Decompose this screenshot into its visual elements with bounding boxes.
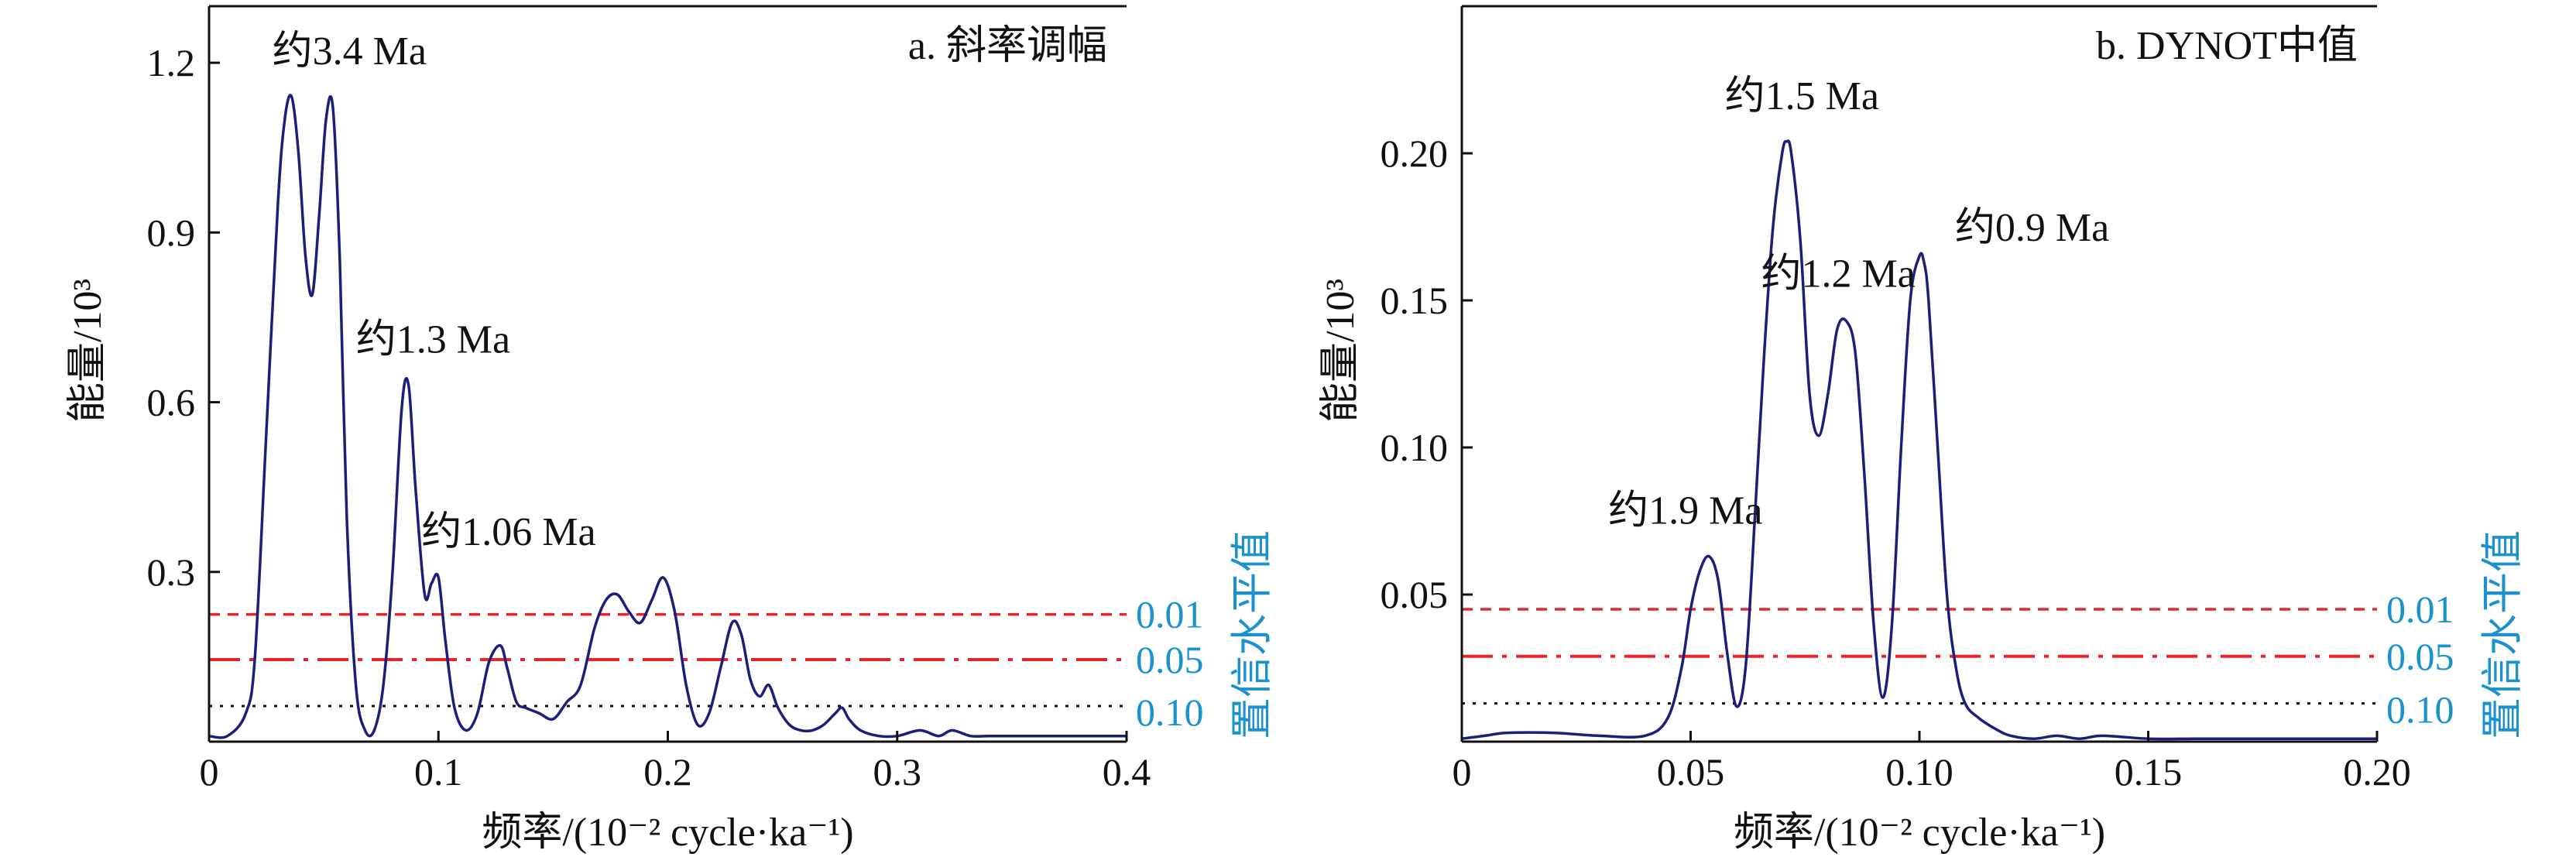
- peak-annotation: 约1.3 Ma: [356, 318, 510, 362]
- x-tick-label: 0.1: [414, 750, 463, 794]
- y-tick-label: 0.20: [1381, 132, 1449, 175]
- x-tick-label: 0.3: [873, 750, 922, 794]
- threshold-label-0.05: 0.05: [2386, 635, 2454, 678]
- chart-panel-a: 0.010.05 0.10 0 0.1 0.2 0.3 0.4 0.3 0.6 0.9 1.2 a. …: [66, 5, 1275, 855]
- spectrum-line-b: [1461, 139, 2377, 741]
- peak-annotation: 约1.06 Ma: [421, 510, 595, 554]
- chart-panel-b: 0.010.050.100 0.05 0.10 0.15 0.200.050.100.1…: [1319, 5, 2526, 855]
- chart-title-b: b. DYNOT中值: [2096, 24, 2358, 68]
- x-tick-label: 0.10: [1885, 750, 1953, 794]
- x-tick-label: 0: [200, 750, 219, 794]
- y-tick-label: 0.9: [147, 211, 196, 254]
- peak-annotation: 约1.2 Ma: [1761, 252, 1915, 297]
- x-axis-label: 频率/(10⁻² cycle·ka⁻¹): [482, 811, 853, 855]
- threshold-label-0.05: 0.05: [1136, 638, 1204, 681]
- significance-axis-label: 置信水平值: [1229, 530, 1275, 739]
- peak-annotation: 约0.9 Ma: [1955, 206, 2109, 250]
- y-axis-label: 能量/10³: [66, 279, 110, 423]
- peak-annotation: 约1.5 Ma: [1725, 74, 1879, 118]
- significance-axis-label: 置信水平值: [2479, 530, 2526, 739]
- y-tick-label: 0.6: [147, 381, 196, 424]
- spectrum-line-a: [208, 94, 1127, 739]
- y-tick-label: 1.2: [147, 41, 196, 84]
- x-tick-label: 0.20: [2343, 750, 2411, 794]
- x-tick-label: 0: [1453, 750, 1472, 794]
- x-tick-label: 0.2: [643, 750, 692, 794]
- threshold-label-0.10: 0.10: [2386, 688, 2454, 732]
- x-tick-label: 0.4: [1103, 750, 1151, 794]
- peak-annotation: 约3.4 Ma: [273, 29, 427, 74]
- threshold-label-0.10: 0.10: [1136, 691, 1204, 734]
- y-tick-label: 0.15: [1381, 279, 1449, 322]
- x-tick-label: 0.05: [1657, 750, 1725, 794]
- x-axis-label: 频率/(10⁻² cycle·ka⁻¹): [1734, 811, 2105, 855]
- chart-title-a: a. 斜率调幅: [908, 24, 1107, 68]
- y-axis-label: 能量/10³: [1319, 279, 1363, 423]
- y-tick-label: 0.05: [1381, 573, 1449, 616]
- x-tick-label: 0.15: [2115, 750, 2183, 794]
- peak-annotation: 约1.9 Ma: [1608, 489, 1762, 533]
- y-tick-label: 0.3: [147, 550, 196, 594]
- threshold-label-0.01: 0.01: [1136, 593, 1204, 636]
- y-tick-label: 0.10: [1381, 426, 1449, 469]
- threshold-label-0.01: 0.01: [2386, 588, 2454, 631]
